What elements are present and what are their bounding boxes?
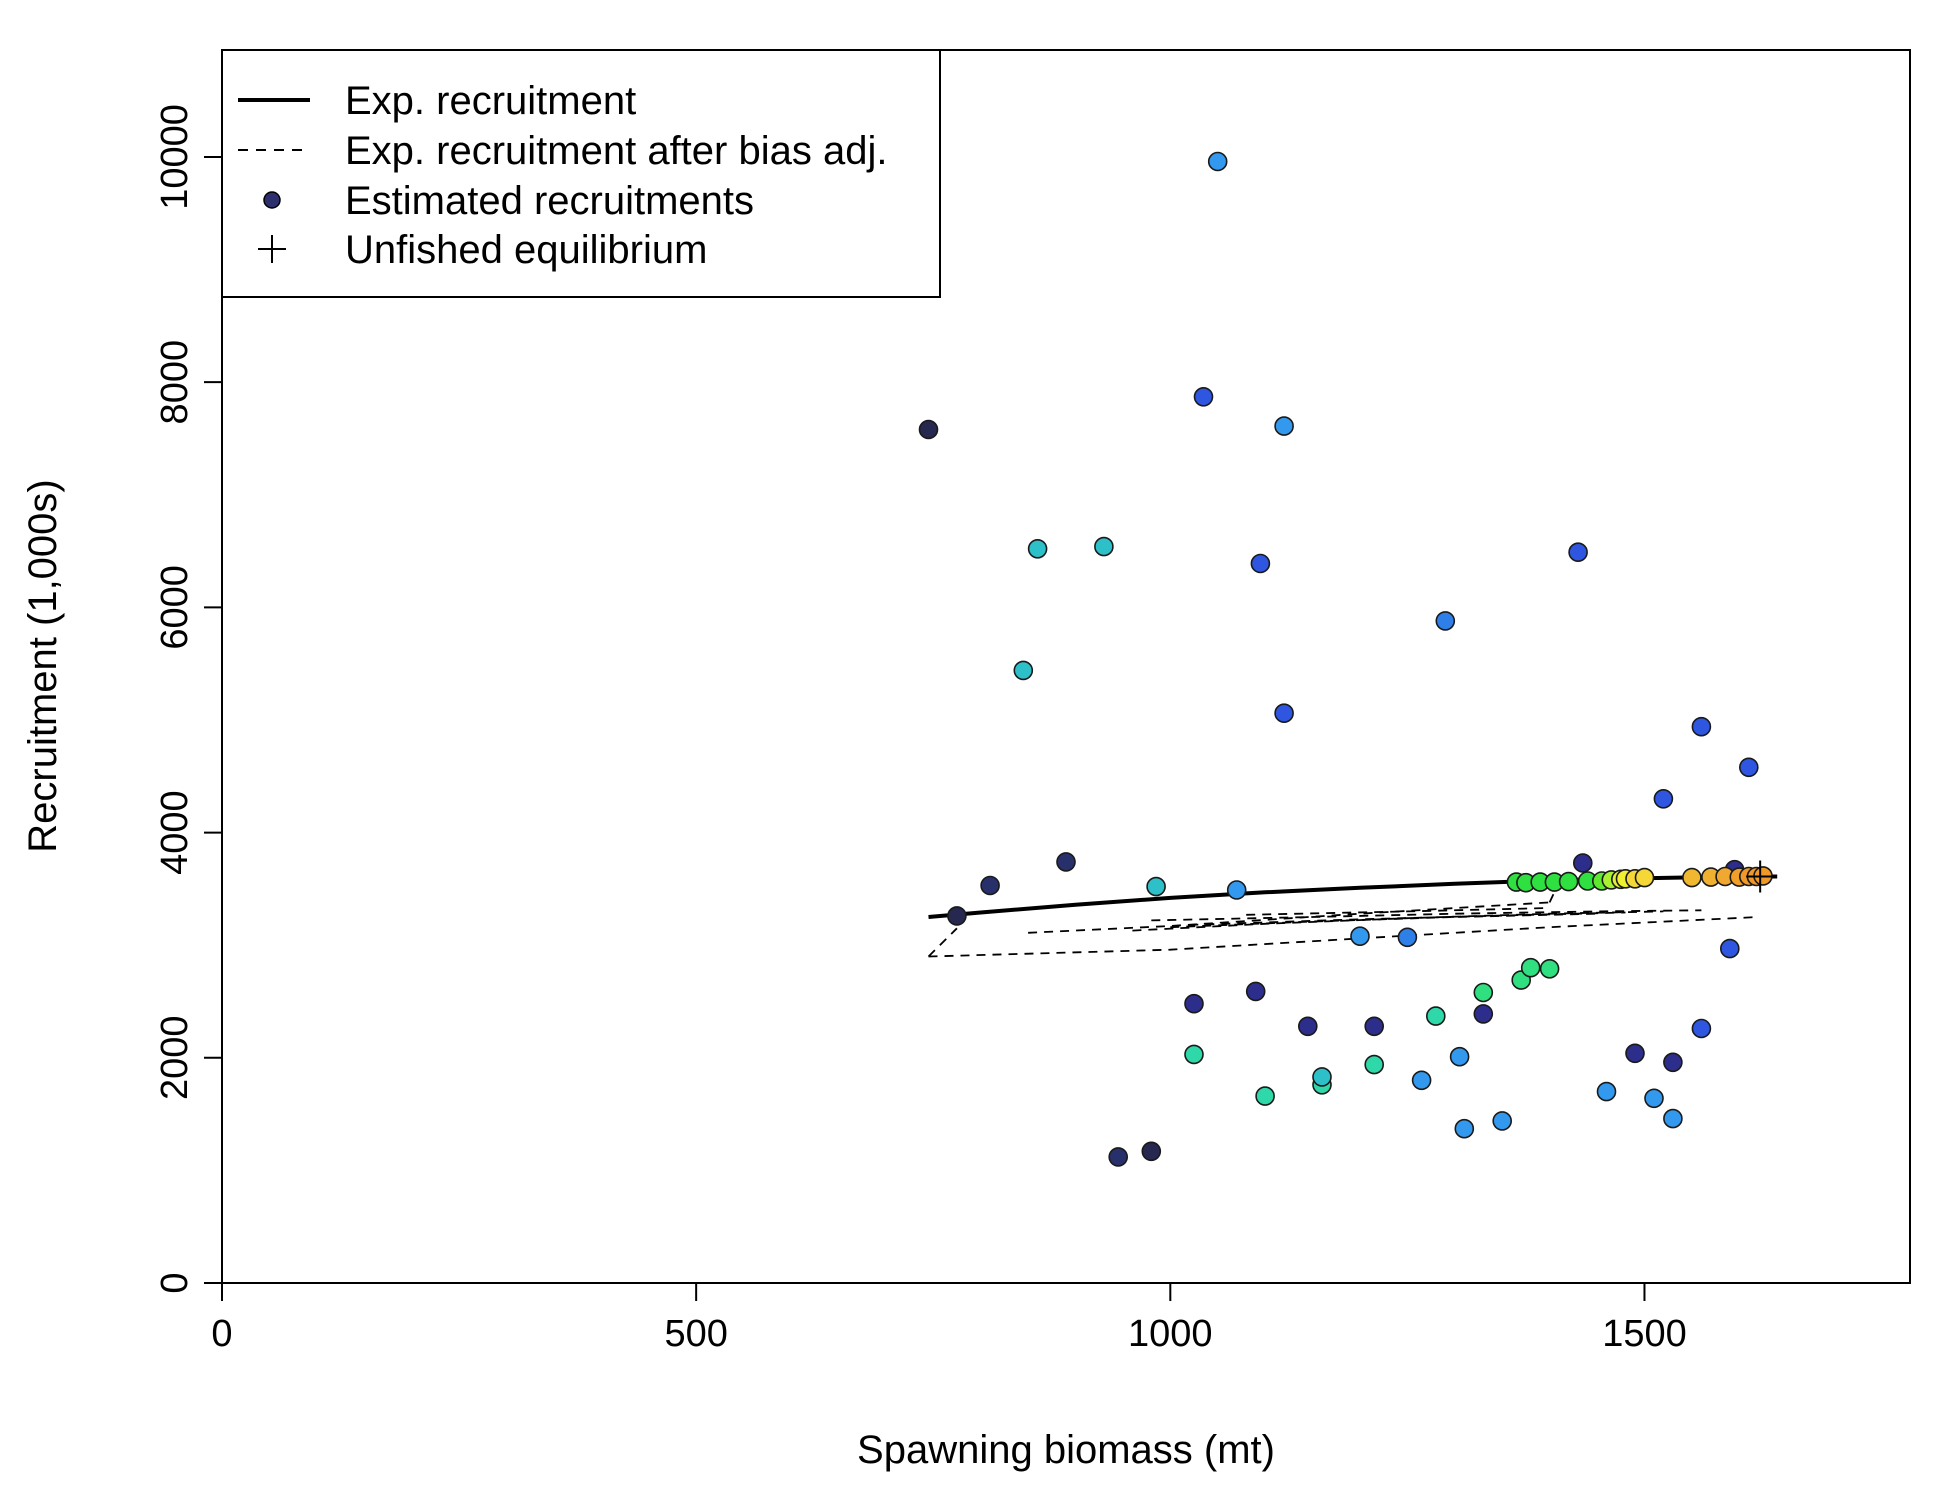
y-tick-label: 6000 xyxy=(154,565,196,650)
recruitment-point xyxy=(1184,1044,1204,1065)
recruitment-point xyxy=(947,906,967,926)
recruitment-point xyxy=(1027,538,1048,559)
estimated-recruitment-points xyxy=(918,151,1773,1167)
recruitment-point xyxy=(1298,1016,1318,1037)
recruitment-point xyxy=(1056,852,1076,872)
legend-label-estimated-recruitments: Estimated recruitments xyxy=(345,179,754,223)
x-tick-label: 500 xyxy=(664,1313,727,1355)
recruitment-point xyxy=(1193,386,1214,407)
y-axis-label: Recruitment (1,000s) xyxy=(21,479,65,852)
recruitment-point xyxy=(1274,703,1294,724)
recruitment-point xyxy=(1245,981,1266,1002)
recruitment-point xyxy=(1473,982,1494,1003)
recruitment-point xyxy=(1492,1111,1512,1131)
recruitment-point xyxy=(1539,958,1560,979)
recruitment-point xyxy=(1449,1046,1470,1067)
recruitment-point xyxy=(1596,1081,1617,1102)
recruitment-point xyxy=(1364,1054,1384,1075)
bias-adjusted-line-segment xyxy=(927,927,958,958)
recruitment-point xyxy=(1720,938,1740,959)
legend-point-icon xyxy=(263,191,281,209)
recruitment-point xyxy=(1634,867,1655,888)
recruitment-point xyxy=(1568,542,1588,563)
unfished-equilibrium-marker xyxy=(1746,860,1775,893)
x-axis: 0 500 1000 1500 xyxy=(211,1282,1687,1355)
legend-box xyxy=(221,49,941,298)
x-tick-label: 1000 xyxy=(1128,1313,1213,1355)
recruitment-point xyxy=(1558,871,1579,892)
recruitment-point xyxy=(1435,611,1456,631)
x-tick-label: 0 xyxy=(211,1313,232,1355)
legend-label-exp-recruitment: Exp. recruitment xyxy=(345,79,636,123)
recruitment-point xyxy=(1739,757,1759,778)
bias-adjusted-recruitment-lines xyxy=(927,881,1759,958)
y-tick-label: 0 xyxy=(154,1272,196,1293)
recruitment-point xyxy=(1207,151,1228,172)
recruitment-point xyxy=(1663,1108,1683,1129)
recruitment-point xyxy=(1644,1088,1664,1109)
recruitment-point xyxy=(1184,993,1204,1014)
recruitment-point xyxy=(1573,853,1593,873)
recruitment-point xyxy=(1013,660,1034,681)
recruitment-point xyxy=(980,875,1000,896)
recruitment-point xyxy=(1520,957,1541,978)
x-axis-label: Spawning biomass (mt) xyxy=(857,1428,1275,1472)
recruitment-point xyxy=(1682,867,1702,888)
bias-adjusted-line-segment xyxy=(1028,901,1550,934)
legend-label-bias-adjusted: Exp. recruitment after bias adj. xyxy=(345,129,887,173)
bias-adjusted-line-segment xyxy=(928,916,1759,958)
recruitment-point xyxy=(1691,1018,1712,1039)
recruitment-point xyxy=(1397,927,1418,948)
recruitment-point xyxy=(1364,1016,1384,1037)
recruitment-point xyxy=(1250,553,1271,574)
bias-adjusted-line-segment xyxy=(1170,912,1598,929)
recruitment-point xyxy=(1653,788,1674,809)
recruitment-point xyxy=(1312,1067,1332,1087)
recruitment-point xyxy=(1663,1052,1683,1073)
recruitment-point xyxy=(1625,1043,1645,1064)
recruitment-point xyxy=(1094,536,1114,557)
recruitment-point xyxy=(1255,1086,1275,1106)
y-tick-label: 4000 xyxy=(154,790,196,875)
recruitment-point xyxy=(1411,1070,1432,1091)
recruitment-point xyxy=(918,419,939,440)
legend-label-unfished-equilibrium: Unfished equilibrium xyxy=(345,228,707,272)
recruitment-point xyxy=(1141,1141,1162,1162)
y-tick-label: 2000 xyxy=(154,1016,196,1101)
bias-adjusted-line-segment xyxy=(1246,907,1550,916)
recruitment-point xyxy=(1350,926,1370,947)
recruitment-point xyxy=(1454,1118,1475,1139)
legend: Exp. recruitment Exp. recruitment after … xyxy=(221,49,941,298)
recruitment-point xyxy=(1691,716,1712,737)
recruitment-point xyxy=(1146,876,1166,897)
recruitment-point xyxy=(1473,1004,1494,1024)
y-tick-label: 8000 xyxy=(154,340,196,425)
recruitment-point xyxy=(1226,880,1247,900)
bias-adjusted-line-segment xyxy=(1151,909,1702,922)
recruitment-point xyxy=(1426,1006,1446,1026)
y-tick-label: 10000 xyxy=(154,104,196,210)
x-tick-label: 1500 xyxy=(1602,1313,1687,1355)
recruitment-point xyxy=(1108,1147,1128,1167)
legend-plus-icon xyxy=(258,235,286,263)
recruitment-point xyxy=(1274,416,1294,436)
y-axis: 0 2000 4000 6000 8000 10000 xyxy=(154,104,223,1294)
